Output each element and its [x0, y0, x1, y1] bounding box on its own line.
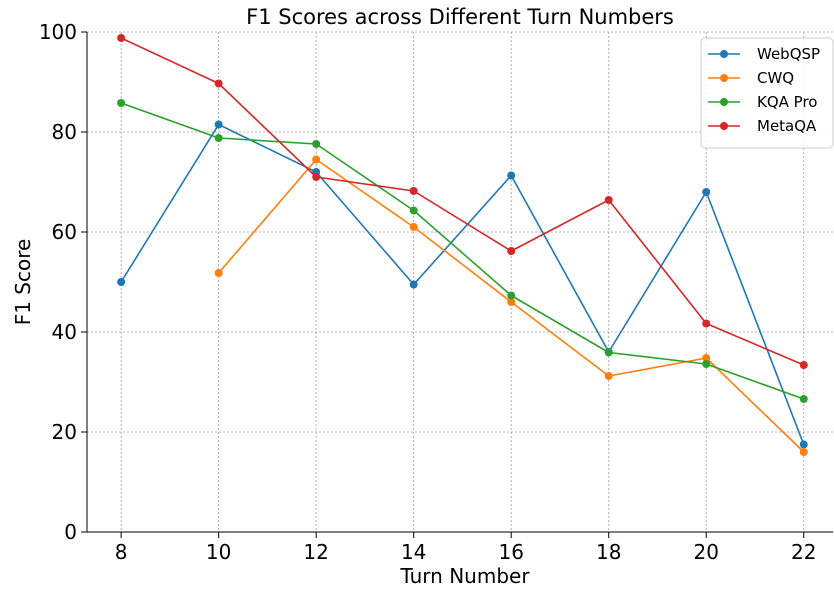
y-tick-label: 80: [52, 120, 77, 144]
data-point-kqa-pro: [702, 360, 711, 368]
data-point-webqsp: [214, 120, 223, 129]
x-tick-label: 8: [115, 540, 128, 564]
data-point-kqa-pro: [312, 140, 321, 148]
axes: [81, 31, 833, 538]
y-tick-label: 60: [52, 220, 77, 244]
y-tick-label: 100: [39, 20, 77, 44]
series-webqsp: [117, 120, 808, 449]
data-point-metaqa: [507, 247, 516, 255]
legend-label: MetaQA: [757, 117, 817, 135]
x-tick-label: 20: [694, 540, 719, 564]
data-point-metaqa: [409, 187, 418, 195]
legend: WebQSP CWQ KQA Pro MetaQA: [700, 37, 834, 149]
x-axis-label: Turn Number: [399, 564, 530, 588]
data-point-cwq: [507, 298, 516, 306]
data-point-webqsp: [409, 280, 418, 289]
data-point-kqa-pro: [604, 348, 613, 357]
y-tick-label: 20: [52, 420, 77, 444]
legend-marker: [720, 74, 728, 82]
x-tick-label: 16: [498, 540, 523, 564]
data-point-webqsp: [702, 188, 711, 196]
data-point-metaqa: [604, 196, 613, 204]
data-point-cwq: [799, 448, 808, 456]
data-point-webqsp: [507, 171, 516, 180]
series-metaqa: [117, 34, 808, 369]
x-tick-label: 18: [596, 540, 621, 564]
y-axis-label: F1 Score: [11, 239, 35, 326]
series-line-metaqa: [120, 37, 805, 366]
data-point-kqa-pro: [214, 134, 223, 142]
tick-labels: 8 10 12 14 16 18 20 22 0 20 40 60 80 100: [39, 20, 817, 564]
data-point-kqa-pro: [507, 291, 516, 300]
data-point-cwq: [702, 354, 711, 362]
y-tick-label: 0: [64, 520, 77, 544]
legend-label: CWQ: [757, 69, 794, 87]
legend-marker: [720, 122, 728, 130]
legend-item-webqsp: WebQSP: [708, 45, 820, 63]
data-point-metaqa: [312, 173, 321, 181]
x-tick-label: 12: [303, 540, 328, 564]
data-point-cwq: [409, 223, 418, 231]
data-point-metaqa: [117, 34, 126, 42]
data-point-webqsp: [799, 440, 808, 449]
data-point-cwq: [312, 155, 321, 164]
series-line-kqa-pro: [120, 102, 805, 400]
data-point-kqa-pro: [117, 99, 126, 107]
data-point-kqa-pro: [799, 395, 808, 403]
legend-label: KQA Pro: [757, 93, 817, 111]
data-point-metaqa: [214, 79, 223, 88]
series-cwq: [214, 155, 808, 456]
x-tick-label: 10: [206, 540, 231, 564]
legend-box: [700, 37, 834, 149]
x-tick-label: 22: [791, 540, 816, 564]
data-point-metaqa: [702, 319, 711, 328]
data-point-cwq: [604, 372, 613, 380]
y-tick-label: 40: [52, 320, 77, 344]
chart-title: F1 Scores across Different Turn Numbers: [246, 5, 674, 29]
series-line-webqsp: [120, 123, 805, 445]
legend-item-cwq: CWQ: [708, 69, 794, 87]
series-kqa-pro: [117, 99, 808, 403]
legend-label: WebQSP: [757, 45, 820, 63]
series-lines: [117, 34, 808, 456]
data-point-webqsp: [117, 278, 126, 286]
data-point-kqa-pro: [409, 206, 418, 215]
legend-marker: [720, 50, 728, 58]
legend-marker: [720, 98, 728, 106]
data-point-metaqa: [799, 361, 808, 369]
legend-item-metaqa: MetaQA: [708, 117, 817, 135]
legend-item-kqa-pro: KQA Pro: [708, 93, 817, 111]
data-point-cwq: [214, 269, 223, 277]
x-tick-label: 14: [401, 540, 426, 564]
